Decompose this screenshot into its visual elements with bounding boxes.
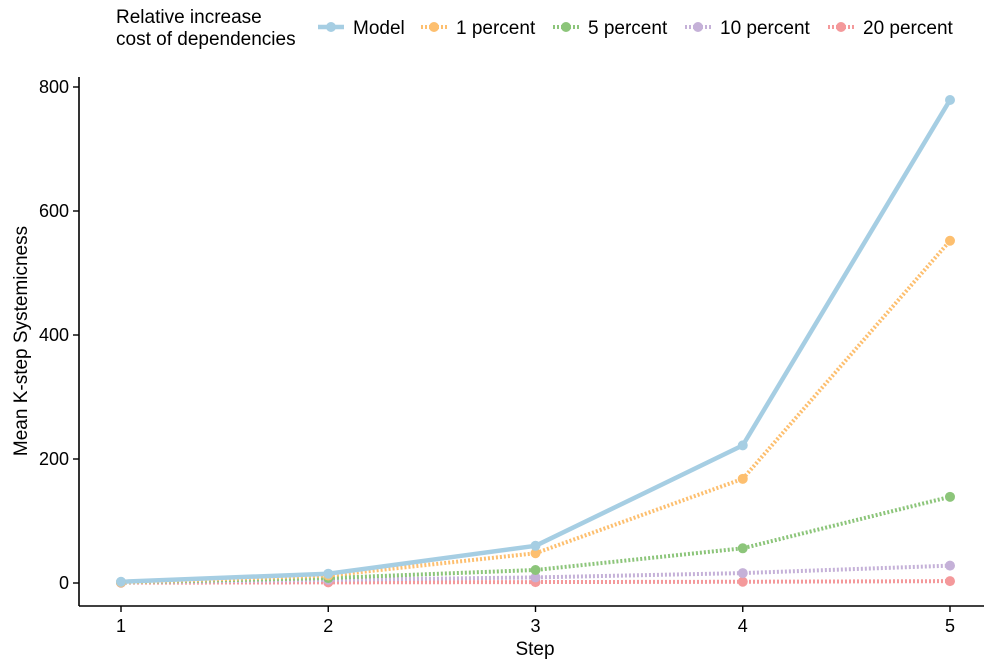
y-tick-label: 800 [39,77,69,97]
x-tick-label: 2 [323,616,333,636]
legend-title-line-2: cost of dependencies [116,29,296,50]
data-point [737,473,748,484]
data-point [737,440,748,451]
legend-label: 5 percent [588,18,668,39]
data-point [116,576,126,587]
series-line-1-percent [120,239,952,585]
data-point [945,576,955,587]
data-point [737,568,748,579]
y-tick-label: 400 [39,325,69,345]
y-ticks: 0 200 400 600 800 [39,77,79,593]
y-tick-label: 600 [39,201,69,221]
x-tick-label: 4 [738,616,748,636]
legend-items: Model 1 percent 5 percent 10 percent 20 perc… [318,18,954,39]
legend-label: 20 percent [863,18,954,39]
data-point [945,491,955,502]
legend-label: 1 percent [456,18,536,39]
legend-key-point [561,22,571,32]
legend-key-point [836,22,846,32]
x-tick-label: 5 [945,616,955,636]
data-point [530,548,541,559]
y-axis-title: Mean K-step Systemicness [11,226,32,456]
plot-area [116,95,955,588]
data-point [737,576,748,587]
axes: 0 200 400 600 800 1 2 3 4 5 Step Mean K-step Sys… [11,77,984,660]
points-group [116,95,955,588]
series-group [120,98,952,585]
legend-label: Model [353,18,405,39]
x-tick-label: 3 [530,616,540,636]
data-point [323,568,334,579]
y-tick-label: 200 [39,449,69,469]
legend-key-point [693,22,703,32]
x-axis-title: Step [515,639,554,660]
legend-key-point [429,22,439,32]
x-tick-label: 1 [116,616,126,636]
y-tick-label: 0 [59,573,69,593]
series-line-model [120,98,952,585]
data-point [945,560,955,571]
data-point [737,543,748,554]
data-point [945,235,955,246]
legend: Relative increase cost of dependencies M… [116,7,954,50]
data-point [530,540,541,551]
x-ticks: 1 2 3 4 5 [116,606,955,636]
legend-title-line-1: Relative increase [116,7,262,28]
data-point [945,95,955,106]
data-point [530,572,541,583]
legend-label: 10 percent [720,18,811,39]
legend-key-point [326,22,336,32]
data-point [530,564,541,575]
